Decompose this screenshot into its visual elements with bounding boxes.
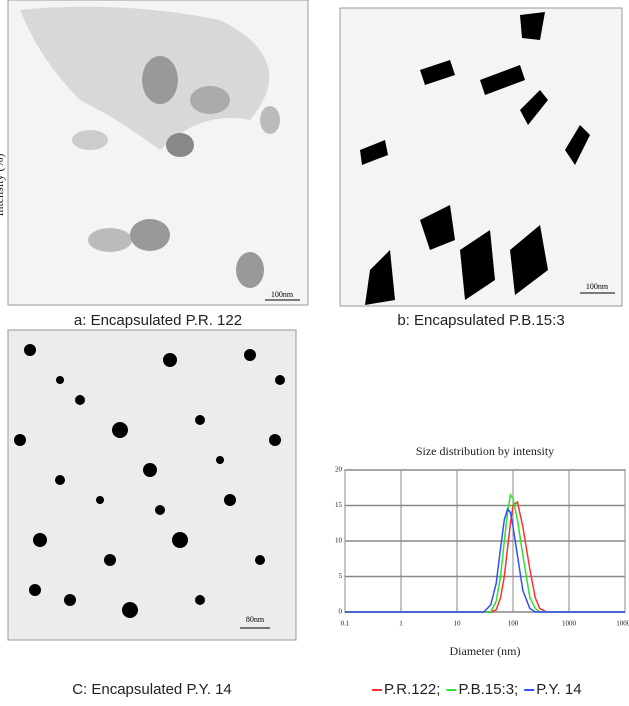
line-series: [345, 507, 625, 613]
image-c: [7, 329, 297, 641]
y-tick-label: 20: [335, 466, 343, 474]
scale-label: 100nm: [271, 290, 294, 299]
x-tick-label: 1: [399, 620, 403, 628]
chart-title: Size distribution by intensity: [416, 444, 554, 458]
y-tick-label: 5: [339, 572, 343, 580]
line-series: [345, 492, 625, 613]
x-tick-label: 1000: [562, 620, 577, 628]
x-tick-label: 10: [454, 620, 462, 628]
scale-label: 100nm: [586, 282, 609, 291]
scale-label: 80nm: [246, 615, 265, 624]
legend-label: P.R.122;: [384, 681, 440, 698]
caption: C: Encapsulated P.Y. 14: [72, 681, 232, 698]
legend-label: P.B.15:3;: [458, 681, 518, 698]
y-tick-label: 15: [335, 501, 343, 509]
x-tick-label: 0.1: [341, 620, 350, 628]
y-axis-label: Intensity (%): [0, 154, 6, 217]
image-b: [339, 7, 623, 307]
x-tick-label: 10000: [616, 620, 629, 628]
x-tick-label: 100: [508, 620, 519, 628]
x-axis-label: Diameter (nm): [450, 644, 521, 658]
caption: b: Encapsulated P.B.15:3: [397, 312, 564, 329]
legend-label: P.Y. 14: [536, 681, 581, 698]
y-tick-label: 0: [339, 608, 343, 616]
caption: a: Encapsulated P.R. 122: [74, 312, 242, 329]
line-series: [345, 500, 625, 613]
image-a: [7, 0, 309, 306]
y-tick-label: 10: [335, 537, 343, 545]
